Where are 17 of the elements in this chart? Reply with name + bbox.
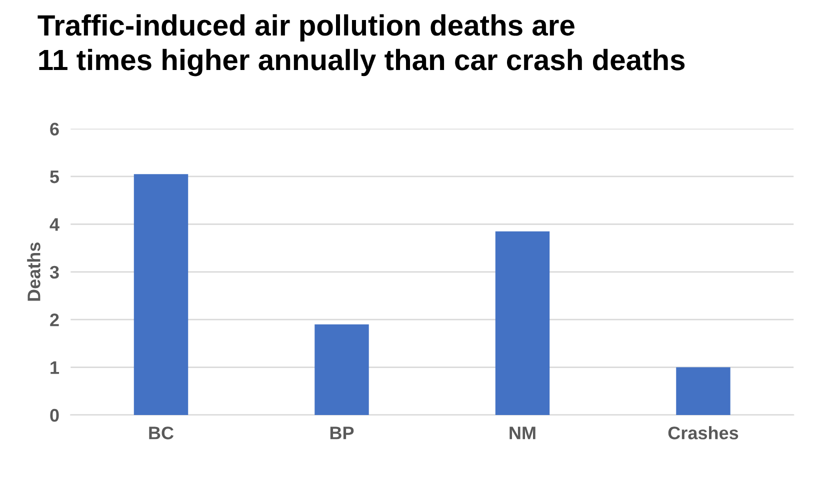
y-axis-title: Deaths — [27, 242, 40, 301]
bar — [676, 367, 730, 415]
x-tick-label: Crashes — [668, 426, 738, 440]
y-tick-label: 4 — [50, 218, 60, 231]
x-tick-label: BC — [149, 426, 174, 440]
x-tick-label: BP — [330, 426, 354, 440]
bar — [495, 231, 550, 415]
bar — [314, 324, 369, 415]
bar — [134, 174, 188, 415]
y-tick-label: 5 — [50, 170, 60, 184]
chart-title: Traffic-induced air pollution deaths are 11 times higher annually than car crash deaths — [38, 14, 685, 76]
y-tick-label: 2 — [50, 314, 59, 326]
y-tick-label: 3 — [50, 266, 59, 279]
y-tick-label: 6 — [50, 122, 59, 136]
y-tick-label: 1 — [50, 361, 60, 374]
x-tick-label: NM — [510, 426, 536, 440]
y-tick-label: 0 — [50, 408, 59, 422]
